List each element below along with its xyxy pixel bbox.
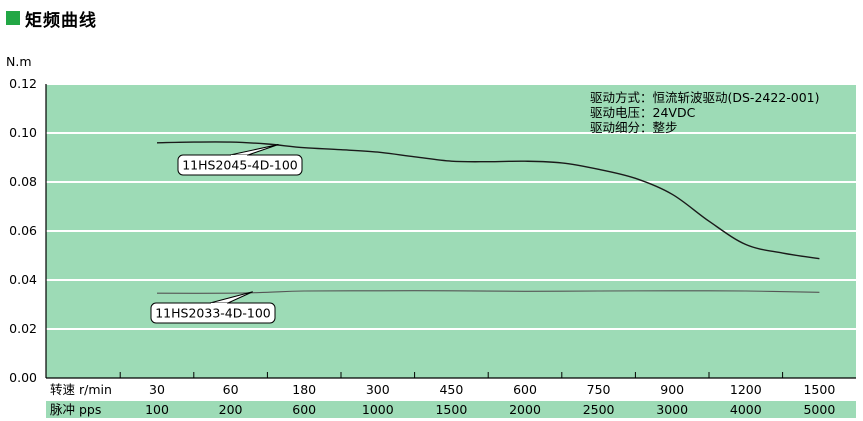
heading-marker-icon — [6, 11, 20, 25]
y-tick-labels: 0.12 0.10 0.08 0.06 0.04 0.02 0.00 — [9, 76, 37, 385]
pulse-tick-label: 1000 — [362, 402, 394, 417]
y-tick-label: 0.08 — [9, 174, 37, 189]
speed-tick-labels: 30 60 180 300 450 600 750 900 1200 1500 — [149, 382, 835, 397]
pulse-row-background — [46, 401, 856, 418]
pulse-tick-label: 200 — [219, 402, 243, 417]
pulse-tick-label: 2000 — [509, 402, 541, 417]
speed-row-label: 转速 r/min — [50, 382, 112, 397]
speed-tick-label: 1500 — [803, 382, 835, 397]
series-line — [156, 141, 820, 260]
speed-tick-label: 180 — [292, 382, 316, 397]
pulse-tick-label: 5000 — [803, 402, 835, 417]
y-tick-label: 0.06 — [9, 223, 37, 238]
speed-tick-label: 750 — [587, 382, 611, 397]
pulse-row-label: 脉冲 pps — [50, 402, 101, 417]
drive-note: 驱动方式：恒流斩波驱动(DS-2422-001) — [590, 90, 820, 105]
page-heading: 矩频曲线 — [6, 6, 97, 31]
y-tick-label: 0.04 — [9, 272, 37, 287]
speed-tick-label: 450 — [439, 382, 463, 397]
y-tick-label: 0.00 — [9, 370, 37, 385]
speed-tick-label: 1200 — [730, 382, 762, 397]
x-tick-marks — [119, 372, 784, 378]
pulse-tick-label: 1500 — [435, 402, 467, 417]
speed-tick-label: 60 — [223, 382, 239, 397]
pulse-tick-label: 600 — [292, 402, 316, 417]
pulse-tick-label: 3000 — [656, 402, 688, 417]
y-tick-label: 0.10 — [9, 125, 37, 140]
speed-tick-label: 30 — [149, 382, 165, 397]
pulse-tick-label: 100 — [145, 402, 169, 417]
y-axis-label: N.m — [6, 54, 32, 69]
pulse-tick-labels: 100 200 600 1000 1500 2000 2500 3000 4000 5000 — [145, 402, 835, 417]
page-title: 矩频曲线 — [25, 10, 97, 31]
callout-label: 11HS2045-4D-100 — [182, 158, 298, 173]
pulse-tick-label: 4000 — [730, 402, 762, 417]
series-callouts: 11HS2045-4D-100 11HS2033-4D-100 — [150, 144, 303, 324]
series-line — [156, 290, 820, 294]
pulse-tick-label: 2500 — [583, 402, 615, 417]
y-tick-label: 0.12 — [9, 76, 37, 91]
axes — [45, 84, 856, 379]
drive-notes: 驱动方式：恒流斩波驱动(DS-2422-001)驱动电压：24VDC驱动细分：整… — [590, 90, 820, 135]
callout-label: 11HS2033-4D-100 — [155, 306, 271, 321]
series-lines — [156, 141, 820, 294]
drive-note: 驱动细分：整步 — [590, 120, 678, 135]
speed-tick-label: 300 — [366, 382, 390, 397]
grid-lines — [46, 83, 856, 330]
speed-tick-label: 900 — [660, 382, 684, 397]
speed-tick-label: 600 — [513, 382, 537, 397]
drive-note: 驱动电压：24VDC — [590, 105, 696, 120]
y-tick-label: 0.02 — [9, 321, 37, 336]
